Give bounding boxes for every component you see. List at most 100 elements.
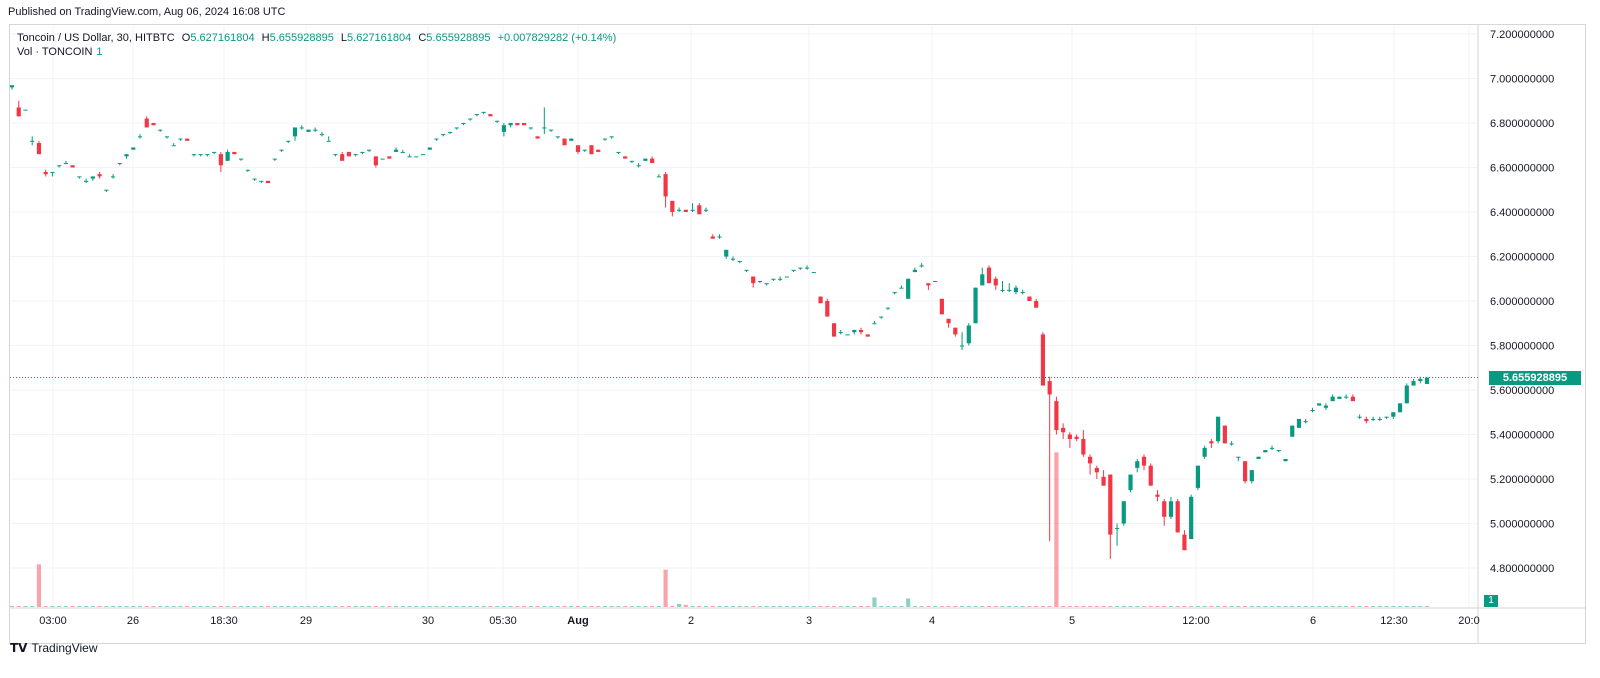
volume-bar xyxy=(515,606,520,607)
volume-bar xyxy=(1182,606,1187,607)
volume-bar xyxy=(959,606,965,607)
volume-label: Vol · TONCOIN xyxy=(17,46,93,58)
volume-bar xyxy=(623,606,628,607)
candle-body xyxy=(993,278,998,286)
volume-bar xyxy=(1128,606,1133,607)
candle-body xyxy=(292,127,298,137)
volume-bar xyxy=(703,606,709,607)
volume-bar xyxy=(1121,606,1126,607)
candle-body xyxy=(818,296,823,304)
volume-bar xyxy=(629,606,634,607)
volume-bar xyxy=(1404,606,1409,607)
volume-bar xyxy=(340,606,345,607)
candle-body xyxy=(609,136,614,138)
candle-body xyxy=(501,125,506,132)
candle-body xyxy=(306,129,311,132)
candle-body xyxy=(245,169,250,171)
x-tick-label: 03:00 xyxy=(39,615,67,627)
candle-body xyxy=(137,136,143,138)
volume-bar xyxy=(1310,606,1315,607)
candle-body xyxy=(1397,403,1403,413)
volume-bar xyxy=(1175,606,1180,607)
candle-body xyxy=(1195,465,1200,488)
volume-bar xyxy=(825,606,830,607)
volume-bar xyxy=(1047,606,1052,607)
candle-body xyxy=(1357,416,1362,418)
candle-body xyxy=(515,123,520,126)
candle-body xyxy=(906,278,911,299)
close-label: C xyxy=(418,32,427,44)
candle-body xyxy=(205,154,210,156)
volume-bar xyxy=(1101,606,1106,607)
volume-bar xyxy=(575,606,581,607)
candle-body xyxy=(1290,425,1295,437)
volume-bar xyxy=(137,606,143,607)
open-value: 5.627161804 xyxy=(190,32,255,44)
volume-bar xyxy=(84,606,89,607)
candle-body xyxy=(1384,416,1389,418)
volume-bar xyxy=(508,606,513,607)
volume-bar xyxy=(252,606,257,607)
candle-body xyxy=(131,147,136,150)
candle-body xyxy=(528,127,533,129)
volume-bar xyxy=(670,606,675,607)
candle-body xyxy=(784,276,789,278)
volume-bar xyxy=(764,606,769,607)
volume-bar xyxy=(1418,606,1423,607)
tradingview-brand[interactable]: 𝗧𝗩 TradingView xyxy=(10,641,98,655)
volume-bar xyxy=(1391,606,1396,607)
volume-bar xyxy=(346,606,351,607)
candle-body xyxy=(757,280,763,282)
volume-bar xyxy=(730,606,736,607)
x-tick-label: 18:30 xyxy=(210,615,238,627)
volume-bar xyxy=(724,606,729,607)
candle-body xyxy=(858,329,864,333)
candle-body xyxy=(420,154,426,156)
candle-body xyxy=(1189,496,1194,540)
volume-bar xyxy=(1303,606,1308,607)
volume-bar xyxy=(757,606,763,607)
candle-body xyxy=(865,334,870,337)
candle-body xyxy=(1411,381,1416,386)
close-value: 5.655928895 xyxy=(426,32,491,44)
candle-body xyxy=(562,138,567,146)
volume-bar xyxy=(676,603,682,607)
volume-bar xyxy=(292,606,298,607)
candle-body xyxy=(43,171,48,175)
volume-bar xyxy=(1094,606,1099,607)
candle-body xyxy=(542,127,547,129)
volume-bar xyxy=(414,606,419,607)
candle-body xyxy=(980,274,985,286)
candle-body xyxy=(393,149,399,152)
volume-bar xyxy=(441,606,446,607)
volume-bar xyxy=(1276,606,1281,607)
candle-body xyxy=(407,156,412,158)
volume-bar xyxy=(393,606,399,607)
candle-body xyxy=(1101,476,1106,486)
volume-bar xyxy=(198,606,203,607)
volume-bar xyxy=(966,606,971,607)
x-tick-label: 6 xyxy=(1310,615,1316,627)
candle-body xyxy=(636,165,641,167)
volume-bar xyxy=(50,606,55,607)
candle-body xyxy=(522,123,527,126)
volume-legend: Vol · TONCOIN 1 xyxy=(17,46,103,58)
candle-body xyxy=(1027,296,1032,301)
candle-body xyxy=(84,180,89,182)
candle-body xyxy=(9,85,15,88)
candle-body xyxy=(1310,410,1315,412)
volume-bar xyxy=(1269,606,1275,607)
volume-bar xyxy=(1263,606,1268,607)
volume-bar xyxy=(333,606,338,607)
volume-bar xyxy=(90,606,95,607)
volume-bar xyxy=(1323,606,1329,607)
volume-bar xyxy=(1377,606,1382,607)
y-tick-label: 5.800000000 xyxy=(1490,341,1554,353)
candle-body xyxy=(778,278,783,280)
candle-body xyxy=(1121,501,1126,524)
volume-bar xyxy=(191,606,197,607)
volume-bar xyxy=(858,606,864,607)
candle-body xyxy=(670,200,675,212)
volume-bar xyxy=(1209,606,1214,607)
